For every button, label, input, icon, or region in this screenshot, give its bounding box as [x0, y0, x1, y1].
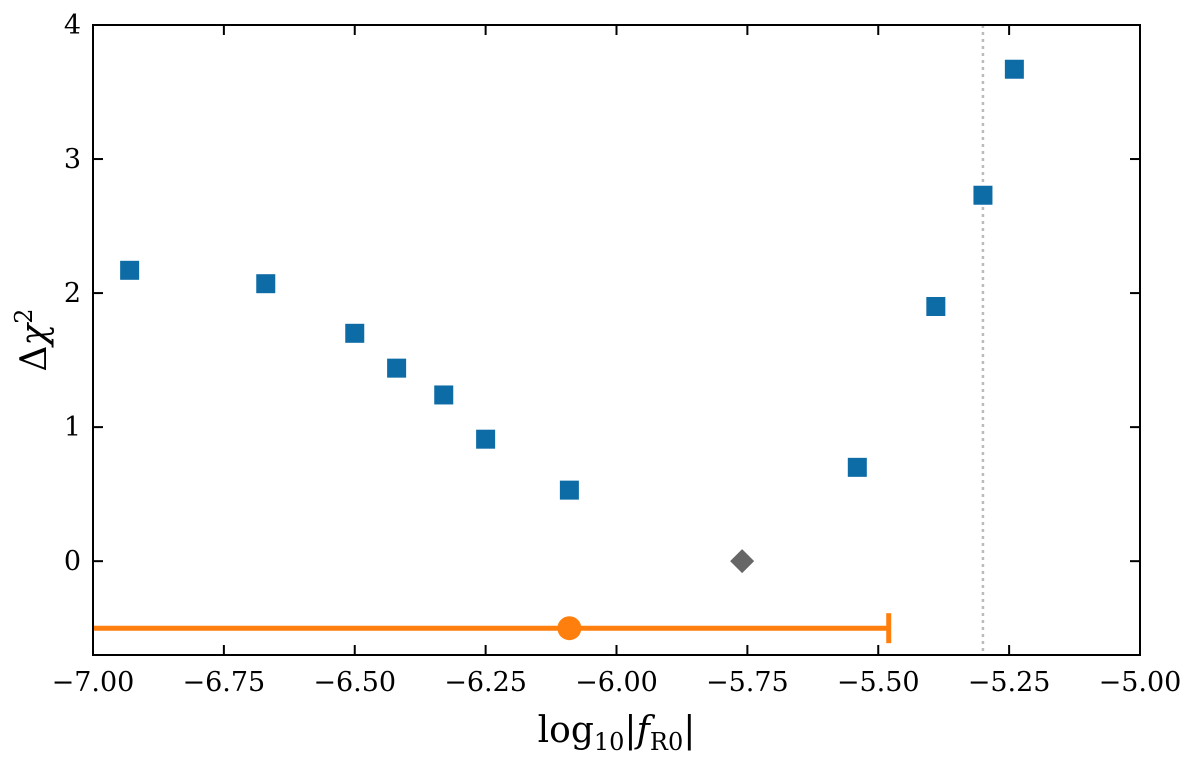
y-axis-label-part: 2: [10, 308, 38, 323]
x-axis-label: log10|fR0|: [538, 710, 696, 756]
data-point-square: [926, 296, 946, 316]
y-tick-label: 3: [64, 144, 81, 175]
x-tick-label: −5.00: [1099, 667, 1182, 698]
data-point-square: [434, 385, 454, 405]
x-axis-label-part: R0: [650, 728, 683, 756]
y-axis-label-part: χ: [14, 322, 55, 349]
data-point-square: [847, 457, 867, 477]
data-point-square: [256, 274, 276, 294]
data-point-diamond: [730, 549, 755, 574]
tick-layer: −7.00 −6.75 −6.50 −6.25 −6.00 −5.75 −5.50 −5.25…: [52, 10, 1182, 698]
y-tick-label: 1: [64, 412, 81, 443]
y-tick-label: 2: [64, 278, 81, 309]
x-tick-label: −5.75: [706, 667, 789, 698]
y-tick-label: 0: [64, 546, 81, 577]
x-axis-label-part: log: [538, 710, 594, 751]
x-axis-label-part: 10: [594, 728, 625, 756]
y-tick-label: 4: [64, 10, 81, 41]
marker-layer: [120, 59, 1024, 641]
x-tick-label: −6.25: [444, 667, 527, 698]
y-axis-label-part: Δ: [14, 346, 55, 372]
data-point-square: [476, 429, 496, 449]
x-axis-label-part: |: [624, 710, 636, 751]
data-point-square: [387, 358, 407, 378]
x-tick-label: −5.50: [837, 667, 920, 698]
x-tick-label: −6.75: [183, 667, 266, 698]
data-point-circle: [557, 616, 582, 641]
data-point-square: [345, 323, 365, 343]
x-tick-label: −5.25: [968, 667, 1051, 698]
x-axis-label-part: |: [683, 710, 695, 751]
data-point-square: [559, 480, 579, 500]
x-tick-label: −6.00: [575, 667, 658, 698]
plot-frame: [92, 24, 1141, 656]
x-tick-label: −7.00: [52, 667, 135, 698]
x-tick-label: −6.50: [313, 667, 396, 698]
y-axis-label: Δχ2: [10, 308, 55, 371]
error-bar-layer: [93, 613, 892, 644]
data-point-square: [973, 185, 993, 205]
data-point-square: [1004, 59, 1024, 79]
data-point-square: [120, 260, 140, 280]
